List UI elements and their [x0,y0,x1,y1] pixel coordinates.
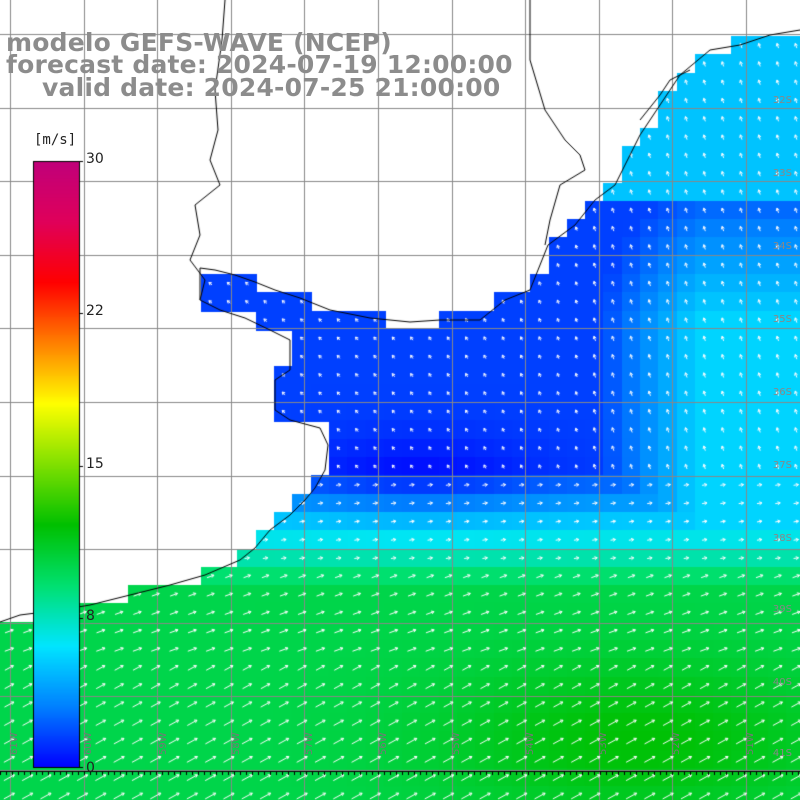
lon-label-53w: 53W [598,732,609,755]
lat-label-40s: 40S [772,677,792,688]
colorbar-unit: [m/s] [34,132,77,148]
lon-label-60w: 60W [83,732,94,755]
lon-label-58w: 58W [231,732,242,755]
forecast-date: forecast date: 2024-07-19 12:00:00 [6,50,513,79]
model-title: modelo GEFS-WAVE (NCEP) [6,28,392,57]
lon-label-55w: 55W [451,732,462,755]
valid-date: valid date: 2024-07-25 21:00:00 [42,73,501,102]
lon-label-56w: 56W [378,732,389,755]
colorbar-tick-22: 22 [86,303,104,319]
lon-label-52w: 52W [671,732,682,755]
lat-label-36s: 36S [772,387,792,398]
lat-label-39s: 39S [772,604,792,615]
lat-label-35s: 35S [772,314,792,325]
lat-label-33s: 33S [772,168,792,179]
lat-label-32s: 32S [772,95,792,106]
lat-label-34s: 34S [772,241,792,252]
colorbar-tick-30: 30 [86,151,104,167]
lon-label-59w: 59W [158,732,169,755]
colorbar-tick-0: 0 [86,760,95,776]
lon-label-54w: 54W [525,732,536,755]
lon-label-51w: 51W [745,732,756,755]
lat-label-37s: 37S [772,460,792,471]
lon-label-57w: 57W [304,732,315,755]
colorbar-tick-15: 15 [86,456,104,472]
colorbar-tick-8: 8 [86,608,95,624]
lat-label-41s: 41S [772,748,792,759]
lon-label-61w: 61W [9,732,20,755]
lat-label-38s: 38S [772,533,792,544]
